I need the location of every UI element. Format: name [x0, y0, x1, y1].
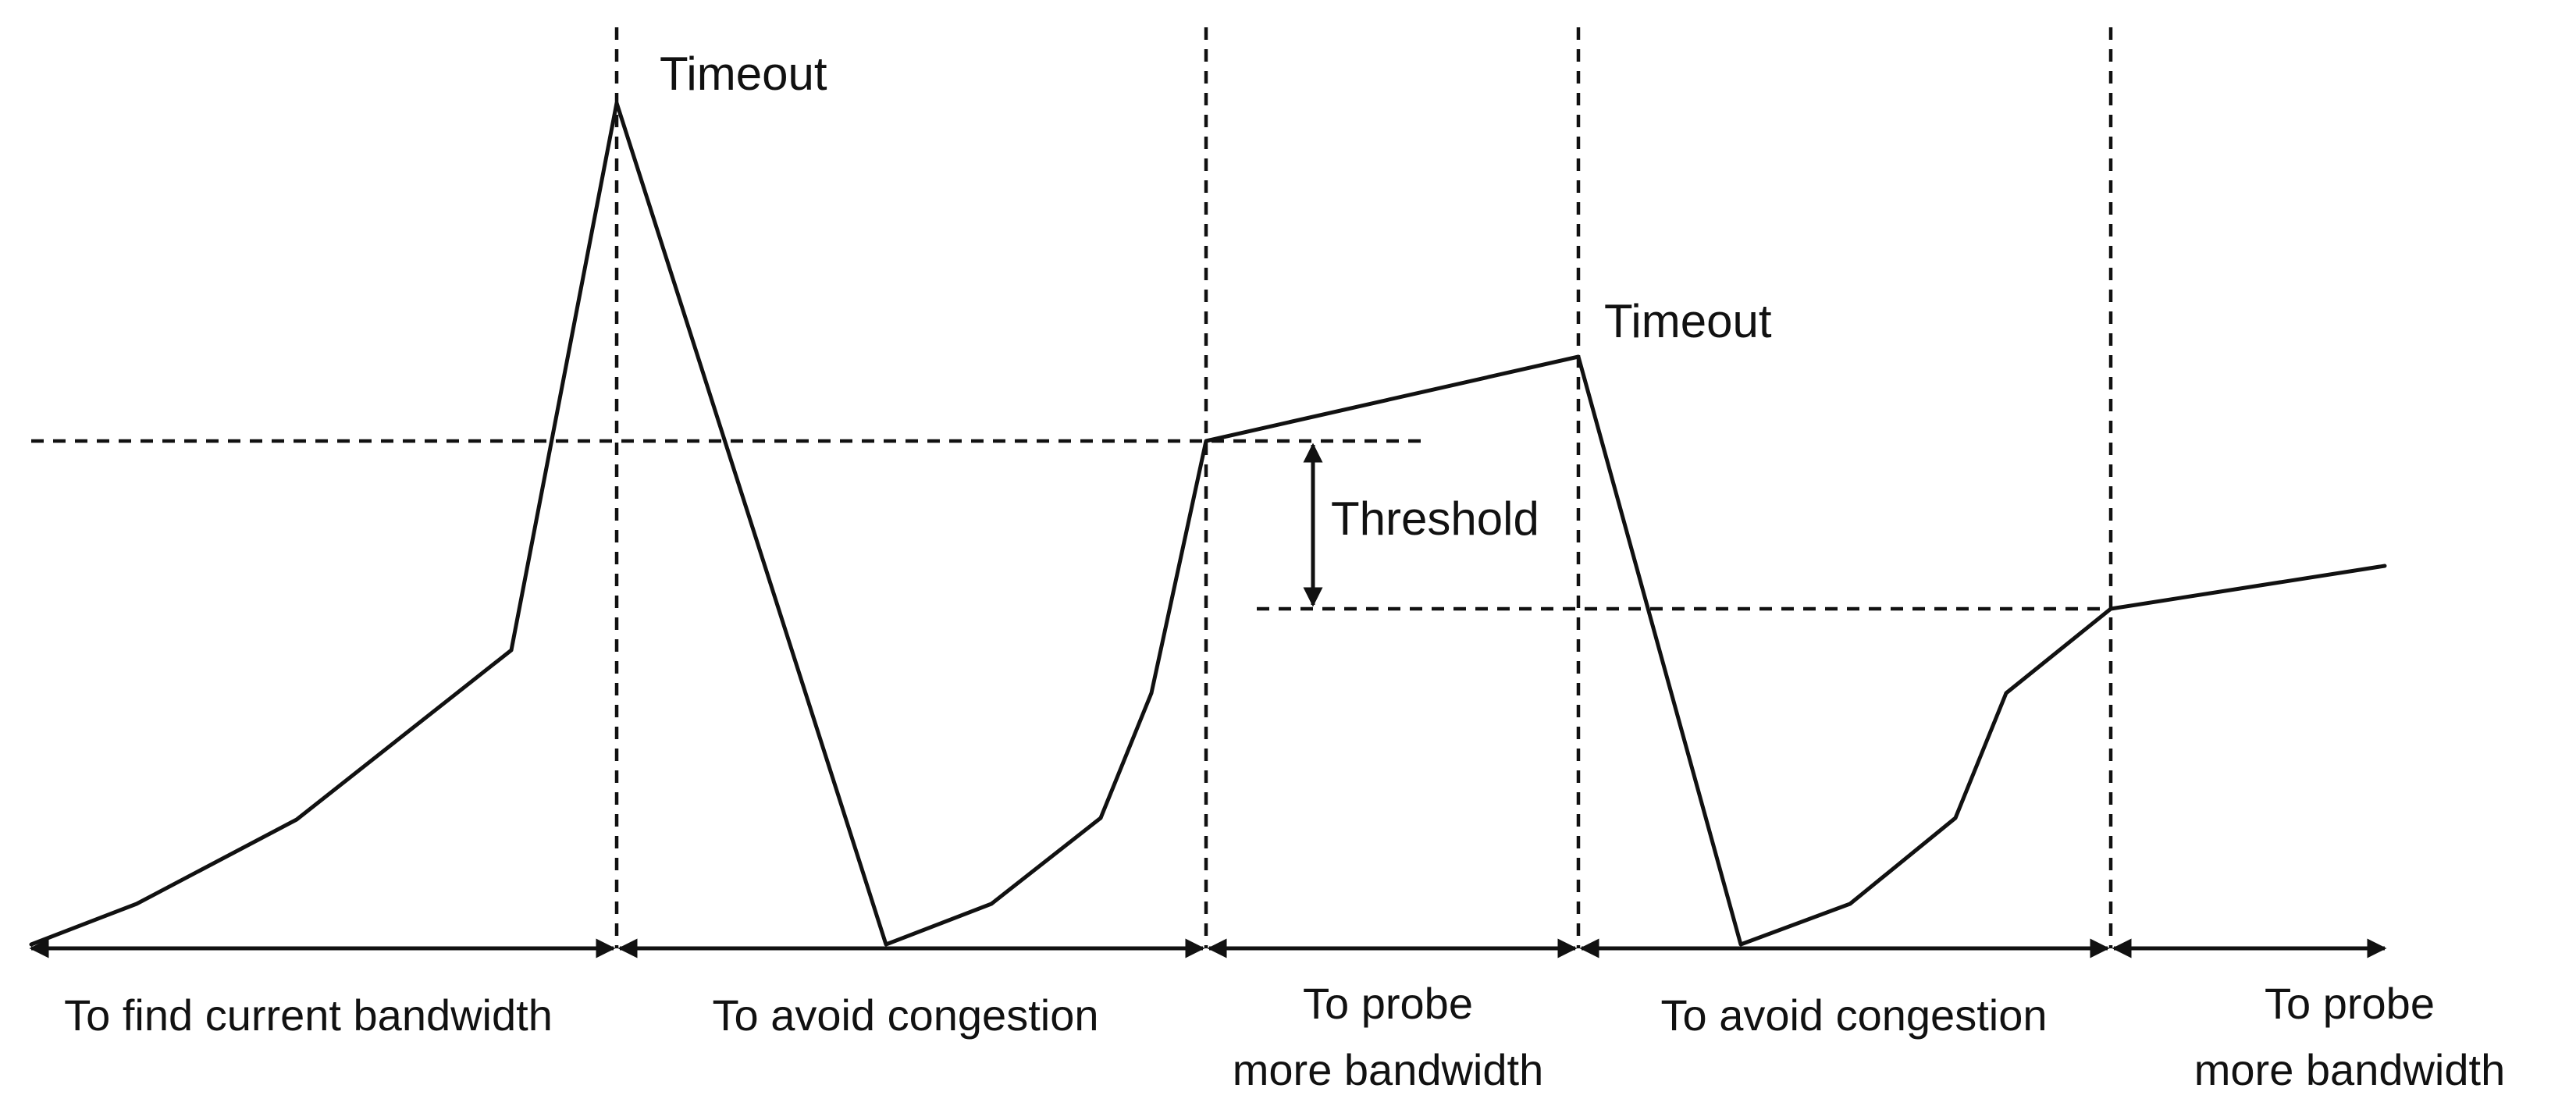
phase-label-4: To avoid congestion: [1660, 990, 2047, 1040]
phase-label-3-line1: To probe: [1303, 979, 1473, 1028]
phase-label-5-line1: To probe: [2265, 979, 2435, 1028]
threshold-label: Threshold: [1331, 493, 1539, 545]
phase-label-5-line2: more bandwidth: [2194, 1045, 2505, 1094]
phase-label-3-line2: more bandwidth: [1233, 1045, 1543, 1094]
timeout-label-2: Timeout: [1604, 295, 1772, 347]
timeout-label-1: Timeout: [660, 48, 827, 100]
phase-label-2: To avoid congestion: [712, 990, 1098, 1040]
congestion-window-curve: [29, 101, 2387, 947]
phase-label-1: To find current bandwidth: [64, 990, 553, 1040]
